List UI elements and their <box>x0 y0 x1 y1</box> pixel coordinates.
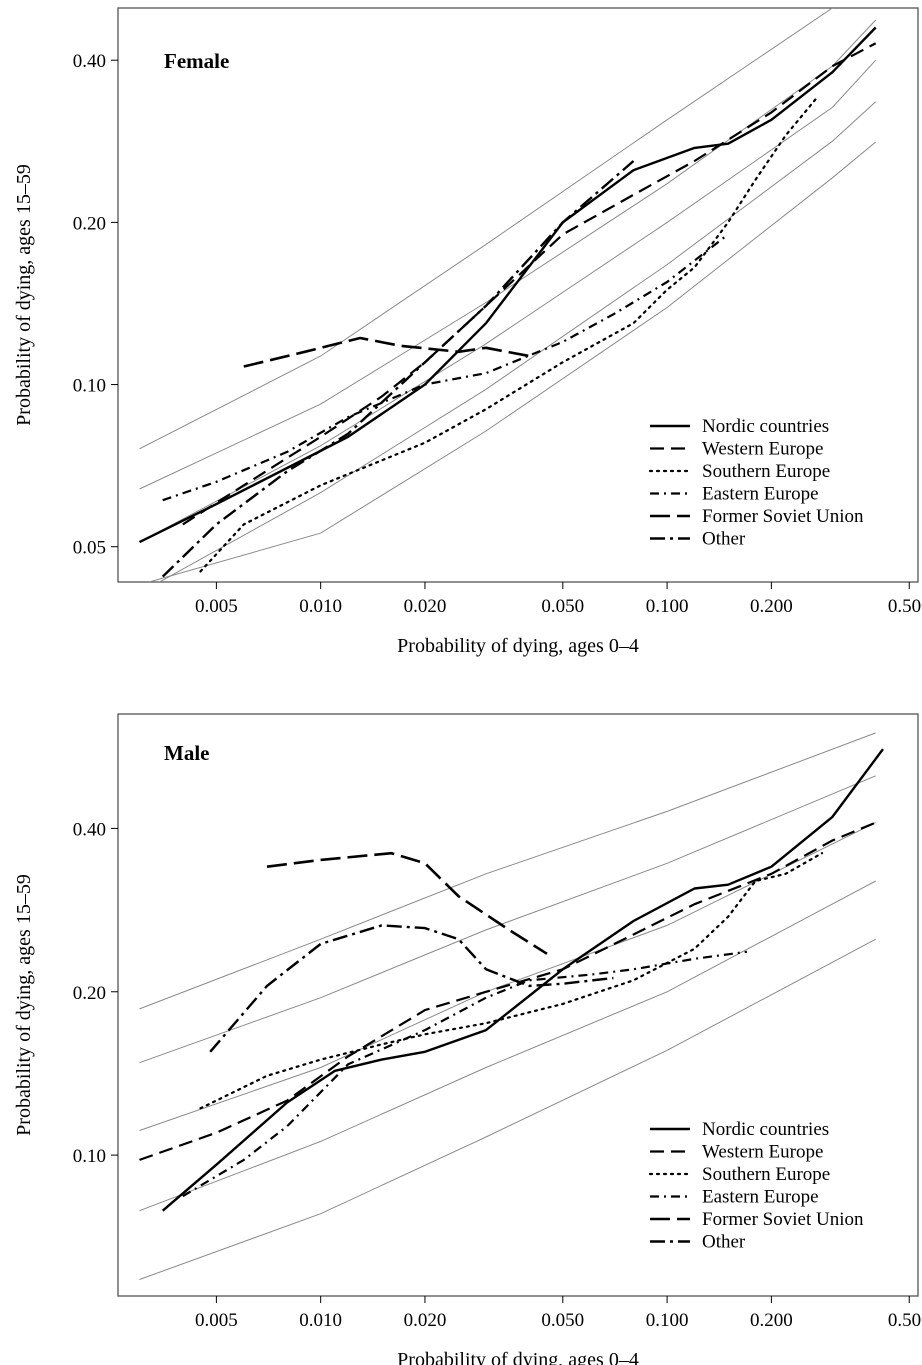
reference-curve-1 <box>139 8 833 450</box>
x-tick-label: 0.010 <box>299 1310 342 1331</box>
y-tick-label: 0.10 <box>73 1146 106 1167</box>
series-line-eastern-europe <box>182 950 748 1198</box>
legend-label: Eastern Europe <box>702 484 819 505</box>
x-tick-label: 0.020 <box>404 596 447 617</box>
series-line-other <box>209 924 614 1053</box>
x-tick-label: 0.500 <box>888 596 922 617</box>
legend-label: Eastern Europe <box>702 1187 819 1208</box>
chart-female-panel: 0.005 0.010 0.020 0.050 0.100 0.200 0.500 0.05 0… <box>13 7 922 657</box>
reference-curve-5 <box>139 938 876 1280</box>
x-tick-label: 0.050 <box>541 1310 584 1331</box>
reference-curves <box>139 8 877 582</box>
x-tick-label: 0.500 <box>888 1310 922 1331</box>
reference-curve-2 <box>139 19 877 490</box>
y-tick-label: 0.40 <box>73 819 106 840</box>
reference-curve-1 <box>139 732 876 1010</box>
legend-label: Other <box>702 529 746 550</box>
series-line-western-europe <box>139 821 877 1161</box>
y-tick-label: 0.20 <box>73 983 106 1004</box>
x-tick-label: 0.200 <box>750 596 793 617</box>
series-line-nordic-countries <box>161 748 884 1212</box>
reference-curve-5 <box>149 141 877 582</box>
y-axis-title: Probability of dying, ages 15–59 <box>13 164 35 426</box>
data-series <box>138 26 877 578</box>
series-line-other <box>161 160 635 578</box>
legend-label: Former Soviet Union <box>702 1209 864 1230</box>
x-tick-label: 0.100 <box>646 596 689 617</box>
y-tick-label: 0.40 <box>73 51 106 72</box>
panel-title: Male <box>164 741 209 765</box>
plot-frame <box>117 7 919 583</box>
legend-label: Nordic countries <box>702 1119 829 1140</box>
data-series <box>139 748 884 1212</box>
reference-curve-3 <box>139 59 877 543</box>
y-tick-label: 0.05 <box>73 538 106 559</box>
plot-frame <box>117 713 919 1297</box>
x-tick-label: 0.020 <box>404 1310 447 1331</box>
x-tick-label: 0.005 <box>195 1310 238 1331</box>
x-axis-title: Probability of dying, ages 0–4 <box>397 1349 639 1365</box>
y-tick-label: 0.10 <box>73 376 106 397</box>
legend-label: Southern Europe <box>702 461 830 482</box>
series-line-western-europe <box>182 42 877 526</box>
chart-male-panel: 0.005 0.010 0.020 0.050 0.100 0.200 0.500 0.10 0… <box>13 713 922 1365</box>
series-line-eastern-europe <box>162 233 729 502</box>
reference-curve-4 <box>139 880 876 1212</box>
x-axis-title: Probability of dying, ages 0–4 <box>397 635 639 657</box>
series-line-former-soviet-union <box>243 336 530 368</box>
x-tick-label: 0.050 <box>541 596 584 617</box>
series-line-southern-europe <box>199 852 824 1110</box>
y-axis-title: Probability of dying, ages 15–59 <box>13 874 35 1136</box>
legend-label: Other <box>702 1232 746 1253</box>
series-line-former-soviet-union <box>266 851 548 955</box>
x-tick-label: 0.010 <box>299 596 342 617</box>
x-tick-label: 0.200 <box>750 1310 793 1331</box>
legend-label: Western Europe <box>702 1142 823 1163</box>
x-tick-label: 0.100 <box>646 1310 689 1331</box>
legend-label: Southern Europe <box>702 1164 830 1185</box>
y-tick-label: 0.20 <box>73 213 106 234</box>
legend-label: Nordic countries <box>702 416 829 437</box>
panel-title: Female <box>164 49 229 73</box>
legend-label: Former Soviet Union <box>702 506 864 527</box>
x-tick-label: 0.005 <box>195 596 238 617</box>
series-line-southern-europe <box>199 97 818 573</box>
legend-label: Western Europe <box>702 439 823 460</box>
reference-curve-4 <box>158 101 877 582</box>
reference-curve-2 <box>139 775 876 1064</box>
